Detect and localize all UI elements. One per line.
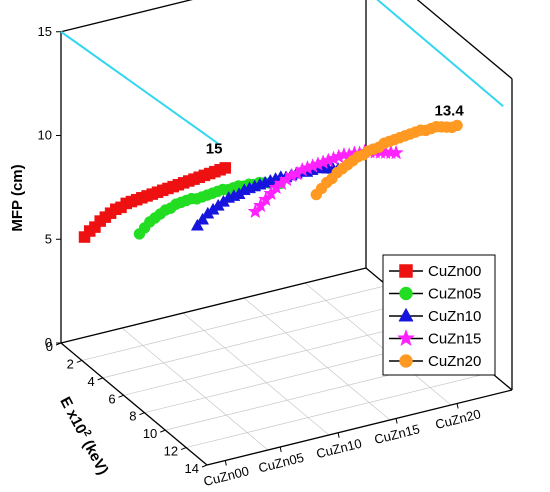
floor-edge bbox=[60, 267, 367, 344]
series-CuZn20 bbox=[310, 119, 463, 201]
legend: CuZn00 CuZn05 CuZn10 CuZn15 CuZn20 bbox=[382, 254, 496, 376]
energy-tick-label: 12 bbox=[164, 444, 178, 459]
mfp-tick-label: 5 bbox=[45, 231, 52, 246]
legend-marker-CuZn05 bbox=[399, 286, 413, 301]
top-right-edge bbox=[416, 0, 513, 80]
floor-grid-line bbox=[182, 312, 330, 436]
composition-tick-label: CuZn00 bbox=[202, 463, 251, 489]
energy-tick-label: 8 bbox=[129, 409, 136, 424]
legend-label: CuZn05 bbox=[428, 286, 481, 303]
energy-axis-line bbox=[60, 342, 208, 466]
composition-tick-label: CuZn10 bbox=[315, 436, 364, 462]
floor-grid-line bbox=[121, 327, 269, 451]
data-point-CuZn15 bbox=[388, 144, 404, 160]
energy-tick bbox=[97, 377, 103, 381]
reference-lines bbox=[60, 0, 504, 146]
energy-tick-label: 6 bbox=[108, 391, 115, 406]
legend-item-CuZn05: CuZn05 bbox=[389, 286, 481, 303]
mfp-tick-label: 10 bbox=[38, 128, 52, 143]
legend-item-CuZn15: CuZn15 bbox=[389, 328, 481, 348]
mfp-axis-label: MFP (cm) bbox=[9, 164, 26, 231]
composition-axis-line bbox=[206, 389, 513, 466]
legend-label: CuZn10 bbox=[428, 308, 481, 325]
legend-item-CuZn00: CuZn00 bbox=[389, 263, 481, 280]
floor-grid-line bbox=[304, 282, 452, 406]
reference-line-13-4 bbox=[376, 0, 504, 107]
energy-tick bbox=[180, 447, 187, 451]
composition-tick bbox=[279, 446, 282, 453]
data-point-CuZn15 bbox=[247, 203, 264, 219]
annotation-15: 15 bbox=[206, 141, 223, 158]
energy-tick-label: 14 bbox=[185, 461, 199, 476]
composition-tick-label: CuZn05 bbox=[257, 450, 306, 476]
energy-tick-label: 2 bbox=[67, 356, 74, 371]
legend-marker-CuZn10 bbox=[398, 307, 414, 322]
chart-walls bbox=[60, 0, 513, 466]
top-back-edge bbox=[60, 0, 193, 33]
energy-tick-label: 10 bbox=[143, 426, 157, 441]
reference-line-15 bbox=[60, 30, 221, 146]
floor-grid-line bbox=[243, 297, 391, 421]
data-point-CuZn15 bbox=[257, 191, 274, 207]
energy-tick bbox=[76, 359, 83, 363]
legend-marker-CuZn20 bbox=[399, 354, 413, 368]
floor-grid-line bbox=[123, 319, 429, 396]
legend-label: CuZn15 bbox=[428, 331, 481, 348]
energy-tick bbox=[201, 464, 208, 468]
mfp-tick-label: 15 bbox=[38, 24, 52, 39]
energy-tick bbox=[118, 394, 124, 398]
floor-grid-line bbox=[81, 285, 387, 361]
composition-tick bbox=[224, 460, 227, 466]
energy-tick bbox=[139, 412, 145, 416]
composition-tick bbox=[337, 432, 340, 438]
energy-tick-label: 4 bbox=[87, 374, 94, 389]
energy-tick-label: 0 bbox=[46, 339, 53, 354]
energy-tick bbox=[55, 342, 62, 346]
legend-label: CuZn00 bbox=[428, 263, 481, 280]
annotation-13-4: 13.4 bbox=[434, 102, 464, 119]
energy-axis-label: E x102 (keV) bbox=[56, 394, 112, 478]
data-point-CuZn10 bbox=[190, 218, 204, 231]
mfp-tick-label: 0 bbox=[45, 335, 52, 350]
energy-tick bbox=[160, 429, 166, 433]
data-point-CuZn20 bbox=[451, 119, 463, 132]
data-point-CuZn00 bbox=[219, 162, 232, 174]
legend-marker-CuZn00 bbox=[399, 264, 413, 278]
composition-tick-label: CuZn20 bbox=[434, 406, 483, 432]
floor-grid-line bbox=[186, 372, 492, 448]
composition-tick bbox=[395, 418, 398, 424]
data-point-CuZn10 bbox=[196, 212, 210, 225]
composition-tick-label: CuZn15 bbox=[373, 421, 422, 447]
floor-grid-line bbox=[102, 302, 408, 379]
plot-series bbox=[78, 119, 463, 243]
legend-label: CuZn20 bbox=[428, 353, 481, 370]
composition-tick bbox=[456, 403, 459, 409]
series-CuZn00 bbox=[78, 162, 232, 243]
legend-item-CuZn10: CuZn10 bbox=[389, 307, 481, 325]
legend-item-CuZn20: CuZn20 bbox=[389, 353, 481, 370]
data-point-CuZn15 bbox=[263, 185, 279, 201]
legend-marker-CuZn15 bbox=[396, 328, 416, 347]
data-point-CuZn15 bbox=[252, 197, 269, 213]
